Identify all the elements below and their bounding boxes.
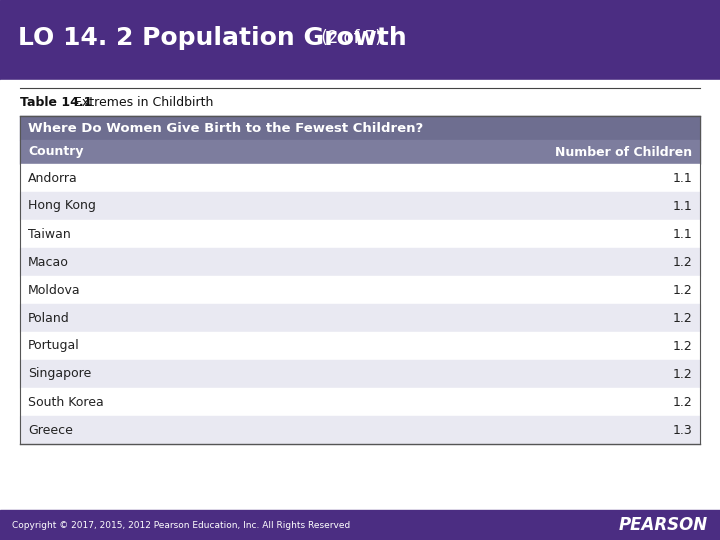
Text: South Korea: South Korea xyxy=(28,395,104,408)
Text: 1.1: 1.1 xyxy=(672,172,692,185)
Text: Portugal: Portugal xyxy=(28,340,80,353)
Bar xyxy=(20,140,700,164)
Text: Macao: Macao xyxy=(28,255,69,268)
Bar xyxy=(20,164,700,192)
Text: LO 14. 2 Population Growth: LO 14. 2 Population Growth xyxy=(18,26,407,50)
Text: Singapore: Singapore xyxy=(28,368,91,381)
Text: Greece: Greece xyxy=(28,423,73,436)
Text: 1.2: 1.2 xyxy=(672,395,692,408)
Bar xyxy=(20,192,700,220)
Text: Taiwan: Taiwan xyxy=(28,227,71,240)
Text: Andorra: Andorra xyxy=(28,172,78,185)
Bar xyxy=(20,332,700,360)
Text: Hong Kong: Hong Kong xyxy=(28,199,96,213)
Text: 1.2: 1.2 xyxy=(672,312,692,325)
Bar xyxy=(0,80,720,510)
Bar xyxy=(20,388,700,416)
Bar xyxy=(20,416,700,444)
Bar xyxy=(20,220,700,248)
Bar xyxy=(20,304,700,332)
Text: Where Do Women Give Birth to the Fewest Children?: Where Do Women Give Birth to the Fewest … xyxy=(28,122,423,134)
Text: Copyright © 2017, 2015, 2012 Pearson Education, Inc. All Rights Reserved: Copyright © 2017, 2015, 2012 Pearson Edu… xyxy=(12,521,350,530)
Bar xyxy=(20,276,700,304)
Text: Number of Children: Number of Children xyxy=(555,145,692,159)
Text: 1.3: 1.3 xyxy=(672,423,692,436)
Text: 1.1: 1.1 xyxy=(672,199,692,213)
Text: 1.2: 1.2 xyxy=(672,340,692,353)
Text: 1.2: 1.2 xyxy=(672,255,692,268)
Bar xyxy=(20,116,700,140)
Text: (2 of 7): (2 of 7) xyxy=(316,29,382,47)
Text: Table 14.1: Table 14.1 xyxy=(20,96,92,109)
Bar xyxy=(0,0,720,80)
Text: Poland: Poland xyxy=(28,312,70,325)
Bar xyxy=(20,360,700,388)
Text: Extremes in Childbirth: Extremes in Childbirth xyxy=(70,96,213,109)
Text: Moldova: Moldova xyxy=(28,284,81,296)
Text: Country: Country xyxy=(28,145,84,159)
Bar xyxy=(0,510,720,540)
Text: 1.2: 1.2 xyxy=(672,284,692,296)
Bar xyxy=(20,248,700,276)
Text: 1.2: 1.2 xyxy=(672,368,692,381)
Text: 1.1: 1.1 xyxy=(672,227,692,240)
Text: PEARSON: PEARSON xyxy=(619,516,708,534)
